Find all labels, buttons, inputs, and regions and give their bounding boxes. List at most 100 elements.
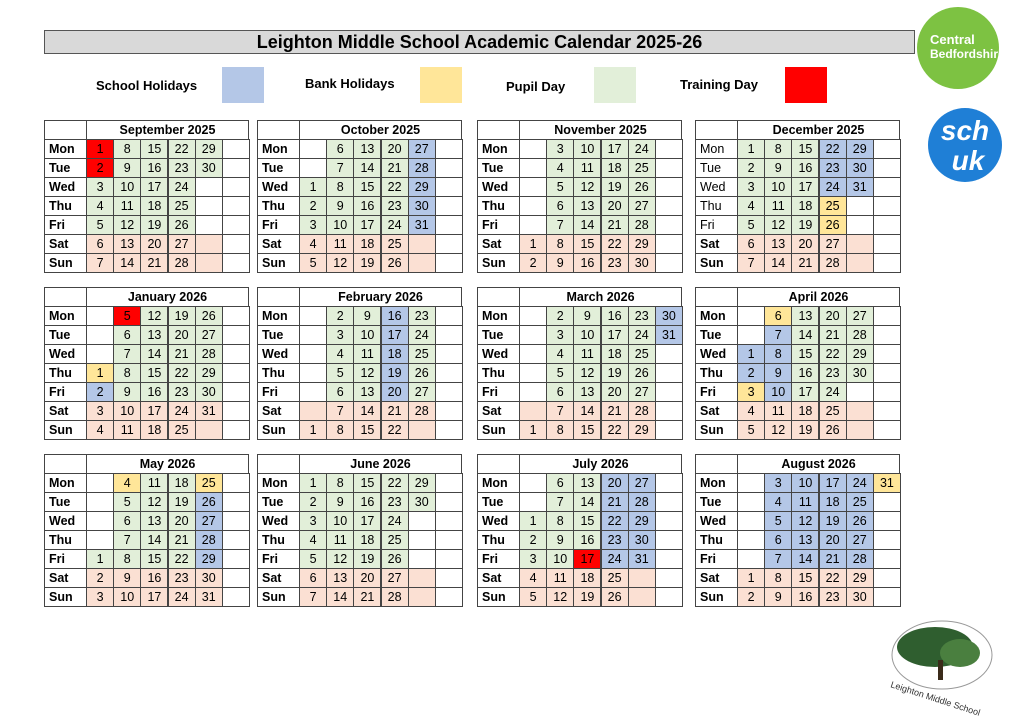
day-cell [221, 158, 250, 178]
day-cell: 19 [791, 215, 820, 235]
day-cell: 1 [299, 420, 328, 440]
day-cell [654, 382, 683, 402]
day-cell: 25 [818, 401, 847, 421]
day-cell [86, 530, 115, 550]
day-cell [654, 363, 683, 383]
day-cell: 10 [113, 401, 142, 421]
corner [44, 287, 87, 307]
day-cell [519, 177, 548, 197]
day-cell: 11 [140, 473, 169, 493]
day-cell [221, 325, 250, 345]
day-cell: 28 [627, 492, 656, 512]
day-cell: 3 [519, 549, 548, 569]
day-cell: 7 [113, 344, 142, 364]
weekday-label: Wed [44, 511, 87, 531]
day-cell [737, 306, 766, 326]
day-cell: 11 [326, 234, 355, 254]
day-cell: 12 [764, 215, 793, 235]
day-cell: 9 [573, 306, 602, 326]
day-cell: 10 [113, 587, 142, 607]
legend-label: Training Day [680, 77, 759, 92]
day-cell [221, 253, 250, 273]
day-cell: 25 [380, 530, 409, 550]
day-cell [434, 139, 463, 159]
day-cell: 13 [573, 382, 602, 402]
day-cell: 18 [573, 568, 602, 588]
month-title: June 2026 [299, 454, 462, 474]
corner [477, 454, 520, 474]
weekday-label: Sat [477, 401, 520, 421]
weekday-label: Wed [257, 511, 300, 531]
day-cell [221, 401, 250, 421]
day-cell: 26 [194, 492, 223, 512]
day-cell: 1 [86, 363, 115, 383]
day-cell: 12 [573, 177, 602, 197]
day-cell: 24 [380, 511, 409, 531]
day-cell: 29 [194, 549, 223, 569]
day-cell: 15 [791, 139, 820, 159]
day-cell [654, 196, 683, 216]
day-cell [221, 215, 250, 235]
day-cell: 17 [573, 549, 602, 569]
day-cell: 7 [546, 492, 575, 512]
day-cell: 5 [299, 253, 328, 273]
day-cell: 14 [764, 253, 793, 273]
day-cell: 8 [764, 344, 793, 364]
day-cell: 2 [86, 568, 115, 588]
day-cell: 4 [299, 530, 328, 550]
day-cell: 24 [407, 325, 436, 345]
day-cell: 5 [737, 215, 766, 235]
day-cell: 13 [791, 306, 820, 326]
day-cell: 2 [299, 492, 328, 512]
weekday-label: Sat [695, 234, 738, 254]
day-cell: 2 [326, 306, 355, 326]
day-cell: 26 [818, 420, 847, 440]
day-cell: 8 [764, 568, 793, 588]
weekday-label: Sun [44, 587, 87, 607]
day-cell: 9 [764, 158, 793, 178]
weekday-label: Fri [477, 382, 520, 402]
day-cell: 8 [113, 139, 142, 159]
day-cell: 5 [764, 511, 793, 531]
day-cell: 26 [380, 253, 409, 273]
month-title: December 2025 [737, 120, 900, 140]
weekday-label: Sun [477, 587, 520, 607]
day-cell: 28 [407, 401, 436, 421]
day-cell: 30 [654, 306, 683, 326]
day-cell: 27 [194, 511, 223, 531]
day-cell: 5 [519, 587, 548, 607]
day-cell: 18 [380, 344, 409, 364]
weekday-label: Sun [477, 420, 520, 440]
weekday-label: Mon [477, 306, 520, 326]
day-cell [194, 420, 223, 440]
weekday-label: Tue [477, 325, 520, 345]
day-cell: 27 [407, 382, 436, 402]
day-cell: 4 [737, 401, 766, 421]
day-cell: 31 [627, 549, 656, 569]
weekday-label: Thu [257, 196, 300, 216]
day-cell [872, 363, 901, 383]
day-cell [434, 196, 463, 216]
day-cell: 19 [140, 215, 169, 235]
day-cell: 13 [140, 511, 169, 531]
day-cell: 24 [627, 139, 656, 159]
weekday-label: Tue [44, 158, 87, 178]
day-cell: 4 [299, 234, 328, 254]
day-cell: 26 [194, 306, 223, 326]
legend-label: Pupil Day [506, 79, 566, 94]
day-cell: 10 [791, 473, 820, 493]
day-cell: 16 [140, 158, 169, 178]
day-cell: 26 [380, 549, 409, 569]
day-cell [872, 139, 901, 159]
day-cell: 7 [326, 401, 355, 421]
school-logo: Leighton Middle School [889, 620, 993, 718]
day-cell: 10 [573, 325, 602, 345]
day-cell: 22 [818, 344, 847, 364]
day-cell [654, 549, 683, 569]
day-cell: 14 [353, 158, 382, 178]
day-cell: 3 [764, 473, 793, 493]
day-cell: 2 [519, 253, 548, 273]
month-title: November 2025 [519, 120, 682, 140]
weekday-label: Sat [695, 568, 738, 588]
day-cell: 19 [818, 511, 847, 531]
